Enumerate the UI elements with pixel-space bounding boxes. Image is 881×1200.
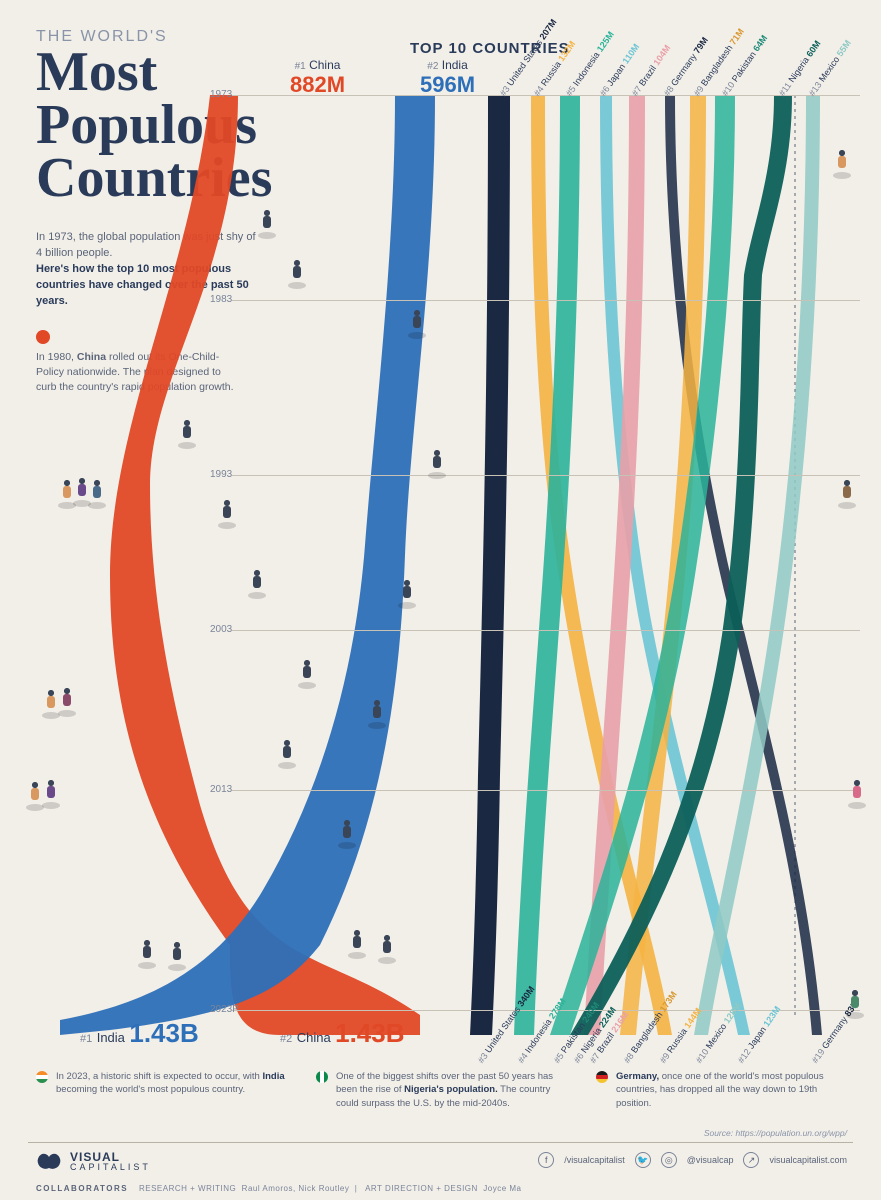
person-icon xyxy=(75,478,89,502)
person-icon xyxy=(140,940,154,964)
socials: f/visualcapitalist 🐦 ◎ @visualcap ↗ visualcap… xyxy=(538,1152,847,1168)
collaborators: COLLABORATORS RESEARCH + WRITING Raul Am… xyxy=(36,1184,522,1193)
person-icon xyxy=(60,480,74,504)
stream-chart xyxy=(0,75,881,1035)
year-label: 2013 xyxy=(210,784,232,795)
stream-united-states xyxy=(470,95,510,1035)
person-icon xyxy=(280,740,294,764)
footnote: Germany, once one of the world's most po… xyxy=(596,1070,846,1110)
person-icon xyxy=(44,690,58,714)
flag-icon xyxy=(596,1071,608,1083)
person-icon xyxy=(250,570,264,594)
year-label: 1983 xyxy=(210,294,232,305)
person-icon xyxy=(90,480,104,504)
person-icon xyxy=(180,420,194,444)
person-icon xyxy=(850,780,864,804)
flag-icon xyxy=(36,1071,48,1083)
flag-icon xyxy=(316,1071,328,1083)
footnote: One of the biggest shifts over the past … xyxy=(316,1070,566,1110)
gridline xyxy=(232,790,860,791)
top-rank-india: #2 India596M xyxy=(420,58,475,98)
person-icon xyxy=(848,990,862,1014)
person-icon xyxy=(340,820,354,844)
gridline xyxy=(232,630,860,631)
social-handle: visualcapitalist.com xyxy=(769,1155,847,1165)
person-icon xyxy=(380,935,394,959)
source-text: Source: https://population.un.org/wpp/ xyxy=(704,1128,847,1138)
year-label: 1993 xyxy=(210,469,232,480)
person-icon xyxy=(28,782,42,806)
bottom-rank-india: #1 India 1.43B xyxy=(80,1018,199,1049)
social-handle: /visualcapitalist xyxy=(564,1155,625,1165)
social-icon[interactable]: 🐦 xyxy=(635,1152,651,1168)
person-icon xyxy=(290,260,304,284)
person-icon xyxy=(300,660,314,684)
brand-logo-icon xyxy=(36,1150,62,1172)
footnotes: In 2023, a historic shift is expected to… xyxy=(36,1070,846,1110)
brand-text: VISUAL CAPITALIST xyxy=(70,1151,151,1172)
social-handle: @visualcap xyxy=(687,1155,734,1165)
footnote: In 2023, a historic shift is expected to… xyxy=(36,1070,286,1110)
social-icon[interactable]: f xyxy=(538,1152,554,1168)
gridline xyxy=(232,300,860,301)
social-icon[interactable]: ↗ xyxy=(743,1152,759,1168)
person-icon xyxy=(835,150,849,174)
person-icon xyxy=(260,210,274,234)
person-icon xyxy=(170,942,184,966)
bottom-rank-china: #2 China 1.43B xyxy=(280,1018,405,1049)
person-icon xyxy=(410,310,424,334)
person-icon xyxy=(44,780,58,804)
brand: VISUAL CAPITALIST xyxy=(36,1150,151,1172)
person-icon xyxy=(370,700,384,724)
person-icon xyxy=(60,688,74,712)
top10-label: TOP 10 COUNTRIES xyxy=(410,40,570,57)
year-label: 1973 xyxy=(210,89,232,100)
year-label: 2003 xyxy=(210,624,232,635)
gridline xyxy=(232,1010,860,1011)
top-rank-china: #1 China882M xyxy=(290,58,345,98)
year-label: 2023P xyxy=(210,1004,239,1015)
person-icon xyxy=(350,930,364,954)
person-icon xyxy=(400,580,414,604)
social-icon[interactable]: ◎ xyxy=(661,1152,677,1168)
person-icon xyxy=(840,480,854,504)
person-icon xyxy=(220,500,234,524)
divider xyxy=(28,1142,853,1143)
person-icon xyxy=(430,450,444,474)
gridline xyxy=(232,475,860,476)
